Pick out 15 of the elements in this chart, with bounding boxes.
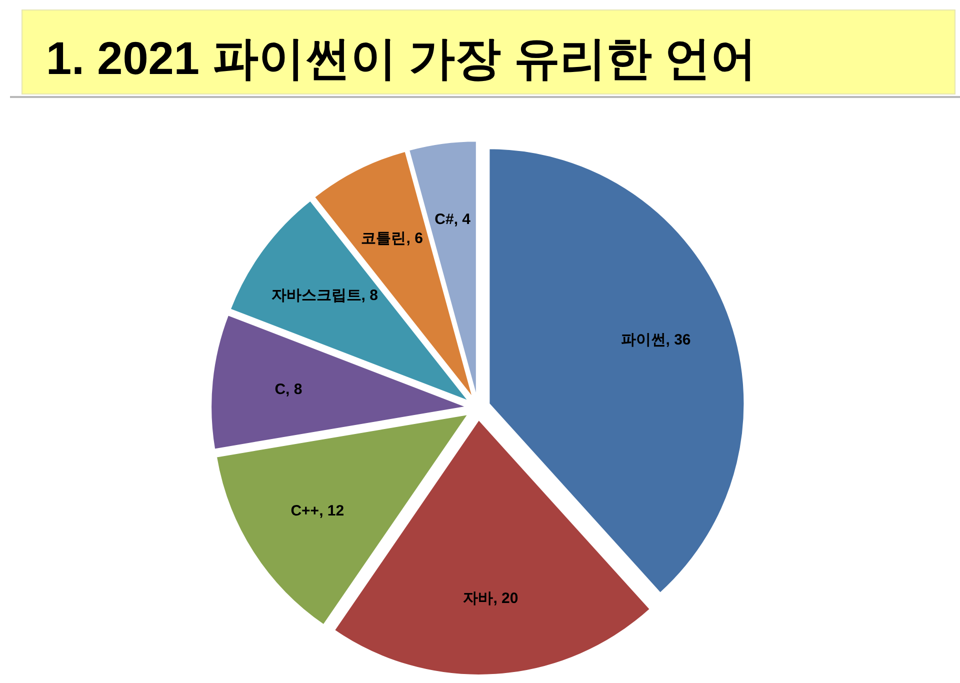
value-label: , 4: [454, 211, 471, 228]
value-label: , 36: [666, 332, 691, 349]
category-label: 파이썬: [620, 332, 666, 349]
category-label: 자바: [463, 590, 494, 608]
chart-title: 1. 2021 파이썬이 가장 유리한 언어: [46, 32, 757, 84]
value-label: , 12: [319, 502, 344, 520]
value-label: , 8: [361, 287, 378, 304]
category-label: C#: [434, 211, 454, 228]
value-label: , 6: [406, 230, 423, 247]
value-label: , 8: [286, 380, 302, 398]
value-label: , 20: [493, 590, 518, 608]
category-label: C: [274, 380, 286, 398]
category-label: 자바스크립트: [271, 287, 362, 304]
category-label: C++: [290, 502, 320, 520]
category-label: 코틀린: [361, 230, 406, 247]
